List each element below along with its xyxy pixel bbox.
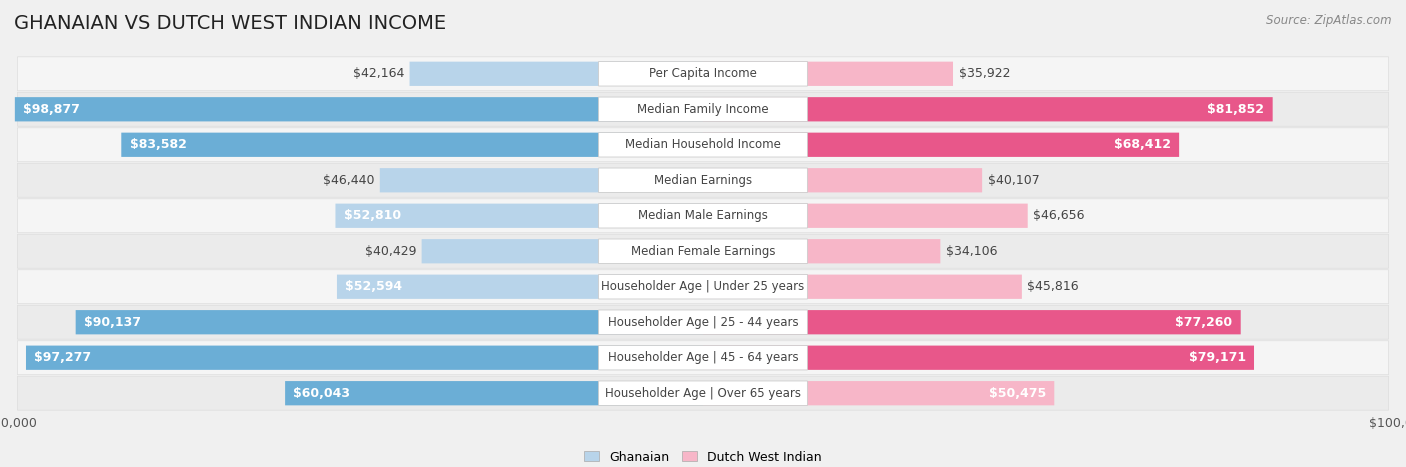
FancyBboxPatch shape <box>599 381 807 405</box>
FancyBboxPatch shape <box>599 275 807 299</box>
Text: $79,171: $79,171 <box>1188 351 1246 364</box>
FancyBboxPatch shape <box>703 133 1180 157</box>
Text: Householder Age | 25 - 44 years: Householder Age | 25 - 44 years <box>607 316 799 329</box>
FancyBboxPatch shape <box>703 168 983 192</box>
Text: $68,412: $68,412 <box>1114 138 1171 151</box>
FancyBboxPatch shape <box>25 346 703 370</box>
Text: $35,922: $35,922 <box>959 67 1010 80</box>
FancyBboxPatch shape <box>17 376 1389 410</box>
FancyBboxPatch shape <box>599 239 807 263</box>
Text: Householder Age | 45 - 64 years: Householder Age | 45 - 64 years <box>607 351 799 364</box>
FancyBboxPatch shape <box>337 275 703 299</box>
FancyBboxPatch shape <box>336 204 703 228</box>
FancyBboxPatch shape <box>17 270 1389 304</box>
FancyBboxPatch shape <box>599 97 807 121</box>
FancyBboxPatch shape <box>703 239 941 263</box>
FancyBboxPatch shape <box>599 204 807 228</box>
FancyBboxPatch shape <box>703 346 1254 370</box>
Text: Median Male Earnings: Median Male Earnings <box>638 209 768 222</box>
FancyBboxPatch shape <box>17 128 1389 162</box>
Text: Householder Age | Under 25 years: Householder Age | Under 25 years <box>602 280 804 293</box>
FancyBboxPatch shape <box>599 133 807 157</box>
FancyBboxPatch shape <box>599 168 807 192</box>
Text: $40,107: $40,107 <box>987 174 1039 187</box>
Text: Median Household Income: Median Household Income <box>626 138 780 151</box>
FancyBboxPatch shape <box>703 310 1240 334</box>
Text: Median Earnings: Median Earnings <box>654 174 752 187</box>
FancyBboxPatch shape <box>599 62 807 86</box>
Text: $42,164: $42,164 <box>353 67 404 80</box>
FancyBboxPatch shape <box>703 204 1028 228</box>
FancyBboxPatch shape <box>285 381 703 405</box>
FancyBboxPatch shape <box>17 92 1389 126</box>
Text: $46,656: $46,656 <box>1033 209 1085 222</box>
Text: $40,429: $40,429 <box>364 245 416 258</box>
Text: $77,260: $77,260 <box>1175 316 1232 329</box>
Text: $90,137: $90,137 <box>84 316 141 329</box>
Text: Median Female Earnings: Median Female Earnings <box>631 245 775 258</box>
FancyBboxPatch shape <box>15 97 703 121</box>
FancyBboxPatch shape <box>17 199 1389 233</box>
Text: GHANAIAN VS DUTCH WEST INDIAN INCOME: GHANAIAN VS DUTCH WEST INDIAN INCOME <box>14 14 446 33</box>
FancyBboxPatch shape <box>17 341 1389 375</box>
FancyBboxPatch shape <box>422 239 703 263</box>
FancyBboxPatch shape <box>703 62 953 86</box>
FancyBboxPatch shape <box>409 62 703 86</box>
FancyBboxPatch shape <box>599 346 807 370</box>
Text: $50,475: $50,475 <box>988 387 1046 400</box>
Text: $34,106: $34,106 <box>946 245 997 258</box>
Text: $83,582: $83,582 <box>129 138 187 151</box>
Text: $52,594: $52,594 <box>346 280 402 293</box>
Text: Per Capita Income: Per Capita Income <box>650 67 756 80</box>
Text: $45,816: $45,816 <box>1028 280 1078 293</box>
FancyBboxPatch shape <box>17 234 1389 268</box>
Text: Median Family Income: Median Family Income <box>637 103 769 116</box>
FancyBboxPatch shape <box>121 133 703 157</box>
FancyBboxPatch shape <box>17 163 1389 197</box>
FancyBboxPatch shape <box>17 57 1389 91</box>
Text: $60,043: $60,043 <box>294 387 350 400</box>
FancyBboxPatch shape <box>76 310 703 334</box>
FancyBboxPatch shape <box>703 97 1272 121</box>
Legend: Ghanaian, Dutch West Indian: Ghanaian, Dutch West Indian <box>579 446 827 467</box>
Text: $81,852: $81,852 <box>1208 103 1264 116</box>
FancyBboxPatch shape <box>17 305 1389 339</box>
FancyBboxPatch shape <box>599 310 807 334</box>
Text: $52,810: $52,810 <box>344 209 401 222</box>
Text: $97,277: $97,277 <box>34 351 91 364</box>
FancyBboxPatch shape <box>703 275 1022 299</box>
Text: $98,877: $98,877 <box>22 103 80 116</box>
Text: Source: ZipAtlas.com: Source: ZipAtlas.com <box>1267 14 1392 27</box>
Text: Householder Age | Over 65 years: Householder Age | Over 65 years <box>605 387 801 400</box>
FancyBboxPatch shape <box>380 168 703 192</box>
Text: $46,440: $46,440 <box>323 174 374 187</box>
FancyBboxPatch shape <box>703 381 1054 405</box>
